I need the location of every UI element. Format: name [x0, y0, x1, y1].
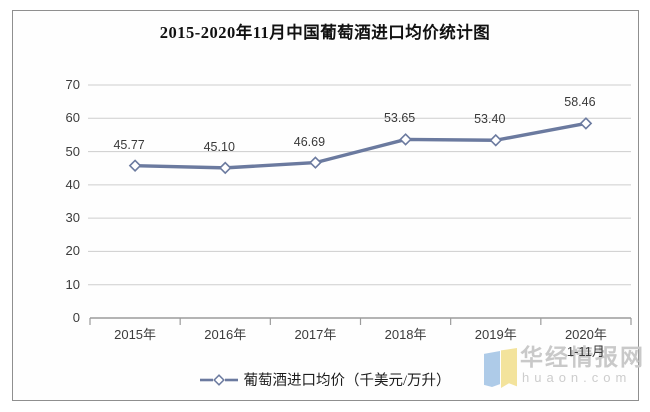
data-label-1: 45.10 [203, 139, 235, 154]
watermark: 华经情报网 huaon.com [480, 336, 645, 396]
data-label-3: 53.65 [383, 111, 416, 126]
y-tick-label-10: 10 [65, 276, 80, 292]
legend-line-marker-icon [200, 373, 239, 386]
y-tick-label-30: 30 [65, 210, 80, 226]
data-point-marker-1 [218, 161, 232, 175]
x-tick-label-5: 2020年 1-11月 [564, 327, 607, 359]
logo-blue-flag [484, 351, 500, 387]
x-tick-label-1: 2016年 [204, 327, 247, 342]
x-tick-label-0: 2015年 [114, 327, 157, 342]
data-label-0: 45.77 [113, 137, 145, 152]
y-tick-label-0: 0 [72, 310, 80, 325]
data-point-marker-3 [399, 133, 412, 146]
logo-yellow-flag [501, 348, 517, 388]
chart-border-frame [12, 10, 639, 401]
data-point-marker-4 [489, 133, 503, 147]
watermark-brand: 华经情报网 [520, 344, 645, 370]
watermark-domain: huaon.com [522, 370, 632, 385]
data-label-2: 46.69 [293, 134, 326, 149]
y-tick-label-60: 60 [65, 110, 80, 126]
series-line [133, 121, 588, 170]
data-label-4: 53.40 [474, 112, 506, 127]
x-tick-label-3: 2018年 [384, 327, 427, 342]
huaon-logo-icon [484, 348, 518, 390]
legend-label: 葡萄酒进口均价（千美元/万升） [243, 373, 451, 389]
legend: 葡萄酒进口均价（千美元/万升） [0, 369, 650, 390]
data-point-marker-0 [128, 159, 142, 172]
y-tick-label-40: 40 [65, 176, 80, 192]
x-tick-label-2: 2017年 [294, 327, 337, 342]
chart-title: 2015-2020年11月中国葡萄酒进口均价统计图 [159, 23, 491, 42]
data-point-marker-5 [579, 117, 593, 130]
data-label-5: 58.46 [564, 95, 596, 110]
y-tick-label-20: 20 [65, 243, 80, 259]
x-tick-label-4: 2019年 [474, 327, 517, 342]
y-tick-label-70: 70 [65, 77, 80, 92]
y-tick-label-50: 50 [65, 143, 80, 159]
data-point-marker-2 [309, 156, 322, 169]
